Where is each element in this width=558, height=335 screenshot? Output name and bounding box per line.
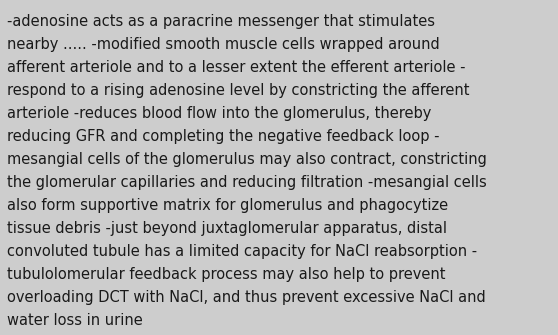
Text: overloading DCT with NaCl, and thus prevent excessive NaCl and: overloading DCT with NaCl, and thus prev… bbox=[7, 290, 486, 305]
Text: -adenosine acts as a paracrine messenger that stimulates: -adenosine acts as a paracrine messenger… bbox=[7, 14, 435, 29]
Text: tubulolomerular feedback process may also help to prevent: tubulolomerular feedback process may als… bbox=[7, 267, 446, 282]
Text: respond to a rising adenosine level by constricting the afferent: respond to a rising adenosine level by c… bbox=[7, 83, 470, 98]
Text: also form supportive matrix for glomerulus and phagocytize: also form supportive matrix for glomerul… bbox=[7, 198, 449, 213]
Text: afferent arteriole and to a lesser extent the efferent arteriole -: afferent arteriole and to a lesser exten… bbox=[7, 60, 466, 75]
Text: nearby ..... -modified smooth muscle cells wrapped around: nearby ..... -modified smooth muscle cel… bbox=[7, 38, 440, 52]
Text: reducing GFR and completing the negative feedback loop -: reducing GFR and completing the negative… bbox=[7, 129, 440, 144]
Text: the glomerular capillaries and reducing filtration -mesangial cells: the glomerular capillaries and reducing … bbox=[7, 175, 487, 190]
Text: convoluted tubule has a limited capacity for NaCl reabsorption -: convoluted tubule has a limited capacity… bbox=[7, 244, 478, 259]
Text: water loss in urine: water loss in urine bbox=[7, 313, 143, 328]
Text: arteriole -reduces blood flow into the glomerulus, thereby: arteriole -reduces blood flow into the g… bbox=[7, 106, 432, 121]
Text: mesangial cells of the glomerulus may also contract, constricting: mesangial cells of the glomerulus may al… bbox=[7, 152, 487, 167]
Text: tissue debris -just beyond juxtaglomerular apparatus, distal: tissue debris -just beyond juxtaglomerul… bbox=[7, 221, 448, 236]
